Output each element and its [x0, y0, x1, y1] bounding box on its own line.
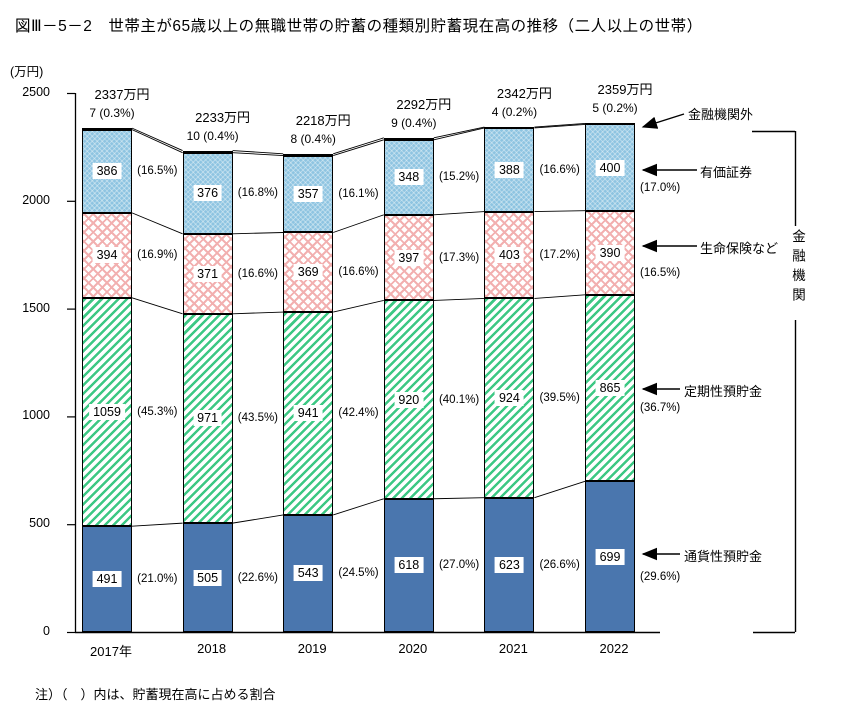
segment-value-label: 403: [494, 247, 524, 264]
segment-percent-label: (36.7%): [640, 402, 681, 415]
segment-percent-label: (16.9%): [137, 249, 178, 262]
segment-value-label: 386: [92, 163, 122, 180]
bar-segment-outside_institutions: [484, 127, 535, 129]
segment-percent-label: (16.6%): [539, 163, 580, 176]
segment-value-label: 376: [193, 185, 223, 202]
bar-segment-life_insurance: [82, 212, 132, 298]
segment-percent-label: (45.3%): [137, 405, 178, 418]
segment-percent-label: (27.0%): [438, 559, 480, 572]
segment-percent-label: (16.5%): [137, 165, 178, 178]
x-axis-year-label: 2022: [599, 641, 629, 656]
x-axis-year-label: 2018: [197, 641, 227, 656]
segment-percent-label: (29.6%): [640, 570, 681, 583]
segment-percent-label: (17.3%): [438, 251, 480, 264]
bar-top-annotation: 9 (0.4%): [391, 115, 437, 130]
bar-top-annotation: 5 (0.2%): [592, 101, 638, 116]
segment-value-label: 865: [595, 380, 625, 397]
y-tick-label: 500: [29, 516, 50, 531]
legend-label-time_deposits: 定期性預貯金: [684, 384, 763, 399]
bar-segment-outside_institutions: [383, 137, 434, 140]
bar-segment-outside_institutions: [82, 128, 132, 130]
segment-value-label: 397: [394, 249, 424, 266]
segment-percent-label: (16.6%): [338, 266, 379, 279]
bar-segment-outside_institutions: [585, 123, 635, 125]
segment-value-label: 394: [92, 247, 122, 264]
segment-value-label: 369: [293, 264, 323, 281]
segment-value-label: 390: [595, 244, 625, 261]
bar-total-label: 2337万円: [94, 87, 150, 103]
segment-value-label: 924: [494, 390, 524, 407]
segment-value-label: 505: [193, 569, 223, 586]
y-tick-label: 2500: [22, 85, 50, 99]
segment-value-label: 388: [494, 161, 524, 178]
segment-percent-label: (39.5%): [539, 392, 580, 405]
legend-label-life_insurance: 生命保険など: [700, 241, 779, 256]
segment-percent-label: (15.2%): [438, 171, 480, 184]
segment-percent-label: (16.5%): [640, 266, 681, 279]
segment-percent-label: (26.6%): [539, 558, 580, 571]
segment-value-label: 920: [394, 391, 424, 408]
bar-total-label: 2292万円: [396, 96, 452, 112]
segment-value-label: 491: [92, 571, 122, 588]
segment-value-label: 971: [193, 410, 223, 427]
segment-percent-label: (21.0%): [137, 573, 178, 586]
segment-percent-label: (22.6%): [237, 571, 279, 584]
segment-value-label: 941: [293, 405, 323, 422]
financial-institutions-bracket-label: 金融機関: [790, 229, 805, 307]
bar-total-label: 2233万円: [195, 109, 251, 125]
bar-segment-outside_institutions: [182, 150, 233, 153]
bar-top-annotation: 4 (0.2%): [491, 105, 538, 120]
bar-total-label: 2218万円: [295, 112, 351, 128]
y-tick-label: 1500: [22, 300, 50, 315]
segment-value-label: 371: [193, 265, 223, 282]
segment-value-label: 699: [595, 548, 625, 565]
legend-label-currency_deposits: 通貨性預貯金: [684, 549, 763, 564]
legend-label-outside_institutions: 金融機関外: [688, 107, 754, 122]
bar-total-label: 2359万円: [597, 82, 653, 98]
bar-top-annotation: 7 (0.3%): [89, 106, 135, 121]
segment-value-label: 357: [293, 186, 323, 202]
bar-top-annotation: 8 (0.4%): [290, 131, 336, 146]
segment-percent-label: (24.5%): [338, 567, 379, 580]
bar-segment-time_deposits: [182, 313, 233, 524]
x-axis-year-label: 2017年: [90, 644, 132, 659]
footnote: 注）（ ）内は、貯蓄現在高に占める割合: [35, 687, 276, 702]
segment-percent-label: (16.6%): [237, 267, 279, 280]
bar-segment-life_insurance: [283, 232, 334, 313]
segment-percent-label: (40.1%): [438, 393, 480, 406]
segment-value-label: 400: [595, 159, 625, 176]
bar-total-label: 2342万円: [496, 86, 552, 102]
bar-segment-time_deposits: [383, 300, 434, 499]
segment-value-label: 623: [494, 556, 524, 573]
segment-percent-label: (43.5%): [237, 412, 279, 425]
x-axis-year-label: 2021: [498, 641, 528, 656]
y-axis-unit-label: (万円): [10, 65, 44, 79]
bar-top-annotation: 10 (0.4%): [186, 128, 239, 143]
segment-value-label: 348: [394, 169, 424, 186]
segment-percent-label: (17.0%): [640, 181, 681, 194]
segment-percent-label: (16.8%): [237, 187, 279, 200]
x-axis-year-label: 2020: [398, 641, 428, 656]
bar-segment-time_deposits: [283, 312, 334, 515]
y-tick-label: 2000: [22, 192, 50, 207]
y-tick-label: 1000: [22, 408, 50, 423]
legend-label-securities: 有価証券: [700, 165, 753, 180]
x-axis-year-label: 2019: [297, 641, 327, 656]
chart-title: 図Ⅲ－5－2 世帯主が65歳以上の無職世帯の貯蓄の種類別貯蓄現在高の推移（二人以…: [15, 18, 703, 35]
segment-value-label: 543: [293, 565, 323, 582]
bar-segment-outside_institutions: [283, 153, 334, 156]
y-tick-label: 0: [43, 624, 50, 638]
segment-value-label: 1059: [89, 403, 125, 420]
segment-percent-label: (17.2%): [539, 249, 580, 262]
segment-percent-label: (16.1%): [338, 188, 379, 200]
segment-percent-label: (42.4%): [338, 407, 379, 420]
segment-value-label: 618: [394, 557, 424, 574]
